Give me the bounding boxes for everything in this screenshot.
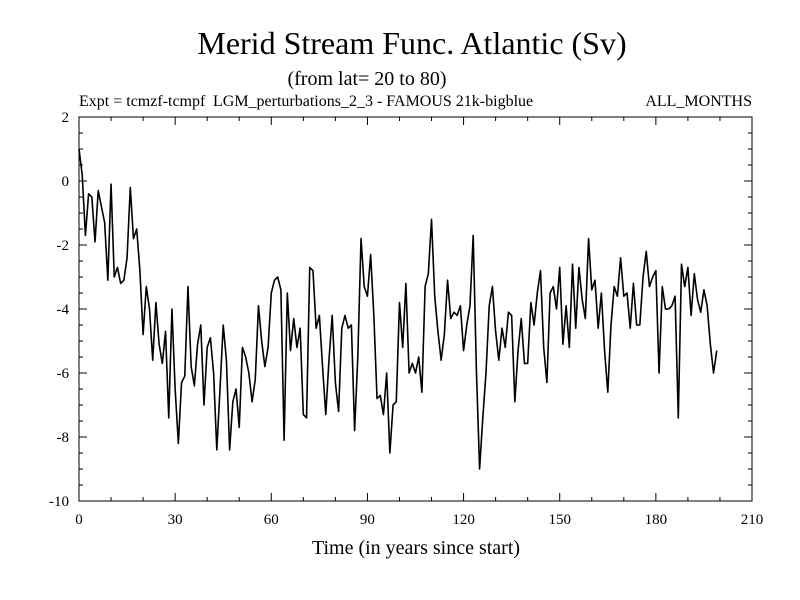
y-tick-label: 2 <box>62 110 70 126</box>
x-tick-label: 30 <box>168 512 183 528</box>
chart-title: Merid Stream Func. Atlantic (Sv) <box>197 25 626 61</box>
y-tick-label: -6 <box>57 366 70 382</box>
chart-subtitle: (from lat= 20 to 80) <box>287 68 446 90</box>
y-tick-label: -10 <box>49 494 69 510</box>
y-tick-label: 0 <box>62 174 70 190</box>
x-axis-label: Time (in years since start) <box>312 537 520 559</box>
x-axis: 0 30 60 90 120 150 180 210 <box>75 117 763 528</box>
y-axis: 2 0 -2 -4 -6 -8 -10 <box>49 110 752 510</box>
series-line <box>78 148 718 470</box>
y-tick-label: -4 <box>57 302 70 318</box>
x-tick-label: 210 <box>741 512 764 528</box>
x-tick-label: 0 <box>75 512 83 528</box>
x-tick-label: 150 <box>548 512 571 528</box>
x-tick-label: 90 <box>360 512 375 528</box>
y-tick-label: -8 <box>57 430 70 446</box>
x-tick-label: 120 <box>452 512 475 528</box>
y-tick-label: -2 <box>57 238 70 254</box>
x-tick-label: 60 <box>264 512 279 528</box>
header-experiment: Expt = tcmzf-tcmpf <box>79 93 206 110</box>
header-months: ALL_MONTHS <box>645 93 752 110</box>
header-run: LGM_perturbations_2_3 - FAMOUS 21k-bigbl… <box>213 93 533 110</box>
plot-frame <box>78 116 753 502</box>
x-tick-label: 180 <box>645 512 668 528</box>
